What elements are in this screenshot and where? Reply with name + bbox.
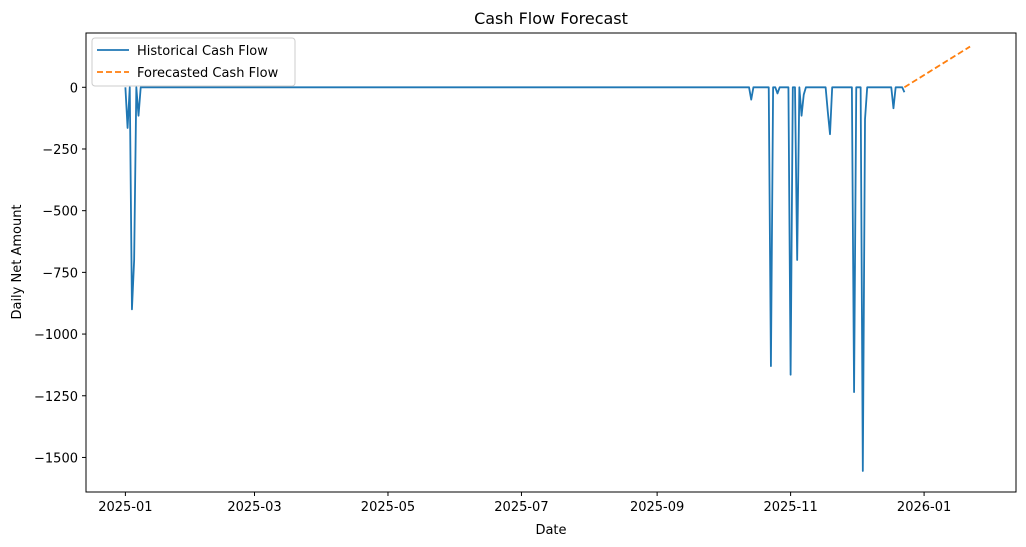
x-axis-label: Date <box>535 523 566 538</box>
y-tick-label: −1250 <box>34 390 78 405</box>
forecast-series-line <box>903 45 971 89</box>
y-tick-label: −1000 <box>34 328 78 343</box>
y-axis: 0 −250 −500 −750 −1000 −1250 −1500 <box>34 81 86 466</box>
y-tick-label: −1500 <box>34 451 78 466</box>
y-tick-label: −750 <box>42 266 78 281</box>
legend-box <box>91 37 296 87</box>
y-tick-label: −250 <box>42 143 78 158</box>
legend-label-historical: Historical Cash Flow <box>137 44 268 59</box>
y-tick-label: −500 <box>42 205 78 220</box>
x-tick-label: 2025-01 <box>98 500 152 515</box>
y-axis-label: Daily Net Amount <box>10 204 25 319</box>
x-tick-label: 2025-07 <box>494 500 548 515</box>
x-tick-label: 2025-09 <box>630 500 684 515</box>
historical-series-line <box>124 86 906 472</box>
chart-legend: Historical Cash Flow Forecasted Cash Flo… <box>91 37 296 87</box>
y-tick-label: 0 <box>70 81 78 96</box>
x-tick-label: 2025-05 <box>361 500 415 515</box>
legend-label-forecast: Forecasted Cash Flow <box>137 66 279 81</box>
x-tick-label: 2025-03 <box>227 500 281 515</box>
chart-title: Cash Flow Forecast <box>474 9 628 28</box>
x-tick-label: 2026-01 <box>897 500 951 515</box>
x-tick-label: 2025-11 <box>763 500 817 515</box>
x-axis: 2025-01 2025-03 2025-05 2025-07 2025-09 2025-… <box>98 492 951 515</box>
series-layer <box>124 45 971 472</box>
plot-frame <box>85 32 1017 493</box>
